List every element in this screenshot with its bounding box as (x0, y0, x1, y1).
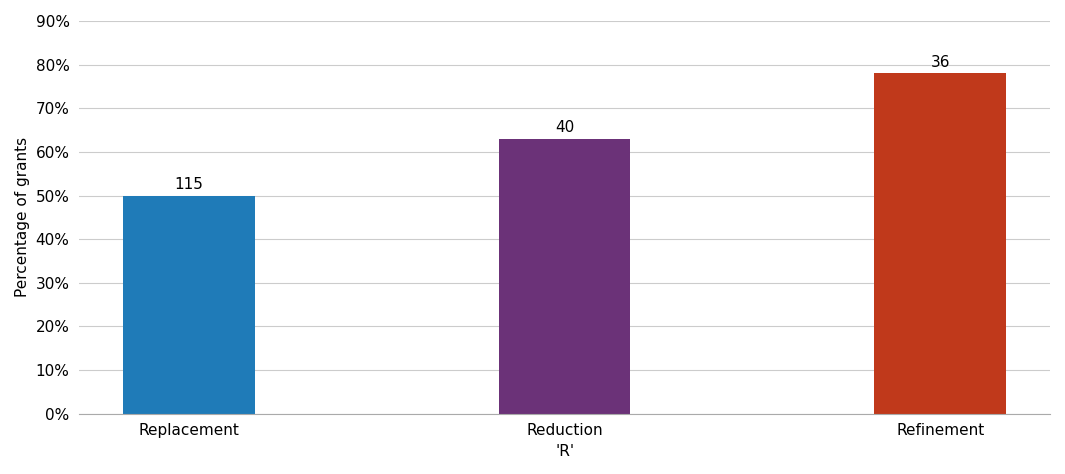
Text: 36: 36 (931, 55, 950, 70)
Bar (874, 73, 1005, 414)
Bar (124, 196, 255, 414)
Text: 115: 115 (175, 177, 203, 192)
Text: 40: 40 (555, 120, 574, 135)
Bar (498, 139, 630, 414)
X-axis label: 'R': 'R' (555, 444, 574, 459)
Y-axis label: Percentage of grants: Percentage of grants (15, 137, 30, 297)
